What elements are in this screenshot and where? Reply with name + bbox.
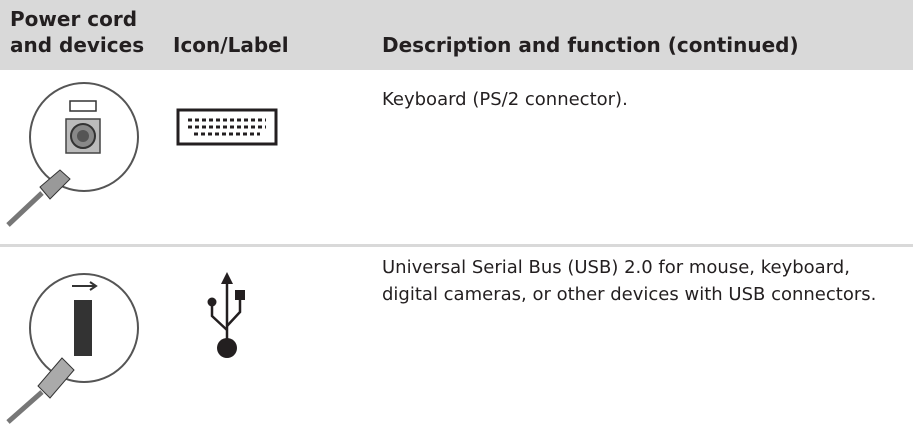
header-cell: Icon/Label xyxy=(173,33,289,57)
description: Keyboard (PS/2 connector). xyxy=(382,89,628,110)
header-cell: Description and function (continued) xyxy=(382,33,799,57)
table-header: Power cord and devices Icon/Label Descri… xyxy=(0,0,913,70)
ps2-port-illustration xyxy=(6,82,139,227)
description: Universal Serial Bus (USB) 2.0 for mouse… xyxy=(382,257,877,305)
row-separator xyxy=(0,244,913,247)
usb-port-illustration xyxy=(6,273,139,424)
header-cell: Power cord and devices xyxy=(10,7,145,57)
keyboard-icon xyxy=(176,108,278,146)
usb-icon xyxy=(207,272,245,358)
